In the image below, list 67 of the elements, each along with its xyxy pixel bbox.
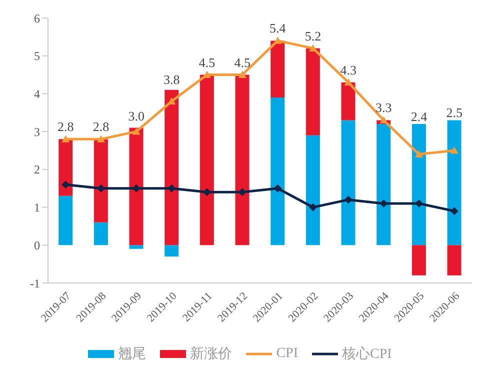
point [415, 150, 423, 158]
point [274, 184, 282, 192]
point [168, 184, 176, 192]
data-label: 2.8 [58, 119, 74, 134]
y-tick-label: 3 [34, 124, 40, 139]
y-tick-label: 2 [34, 162, 40, 177]
y-tick-label: 5 [34, 49, 40, 64]
point [450, 146, 458, 154]
data-label: 4.5 [198, 54, 216, 70]
point [344, 78, 352, 86]
bar [94, 139, 108, 222]
bar [58, 139, 73, 196]
bar [200, 74, 214, 246]
data-label: 3.0 [128, 108, 144, 124]
bar [341, 120, 356, 246]
bar [447, 245, 462, 276]
bar [164, 90, 179, 246]
bar [94, 222, 108, 246]
point [450, 207, 458, 216]
point [97, 184, 105, 192]
y-tick-label: 4 [34, 86, 40, 101]
y-tick-label: 1 [34, 200, 40, 215]
y-tick-label: 6 [34, 11, 40, 26]
point [309, 203, 317, 212]
bar [376, 124, 391, 246]
data-label: 4.5 [234, 54, 250, 70]
point [203, 188, 211, 196]
point [274, 36, 282, 44]
bar [270, 98, 285, 246]
bar [341, 82, 356, 120]
bar [129, 245, 144, 249]
bar [129, 128, 144, 246]
point [238, 188, 246, 196]
data-label: 3.3 [376, 100, 392, 116]
bar [235, 74, 250, 246]
bar [58, 196, 73, 246]
data-label: 4.3 [340, 62, 356, 78]
bar [306, 48, 320, 136]
bar [270, 40, 285, 98]
data-label: 2.4 [410, 108, 428, 124]
bar [447, 120, 462, 246]
bar [412, 245, 426, 276]
point [168, 97, 176, 104]
bar [412, 124, 426, 246]
bar [164, 245, 179, 256]
bar [306, 135, 320, 246]
legend-label: CPI [276, 346, 298, 362]
point [97, 135, 105, 142]
data-label: 5.2 [304, 28, 322, 44]
point [238, 70, 246, 78]
data-label: 2.5 [446, 105, 462, 120]
y-tick-label: 0 [34, 238, 40, 252]
data-label: 3.8 [164, 72, 180, 87]
point [132, 184, 140, 192]
point [380, 116, 388, 124]
point [344, 196, 352, 204]
legend-label: 翘尾 [118, 346, 146, 363]
y-tick-label: -1 [30, 276, 40, 290]
point [309, 44, 317, 52]
point [132, 128, 140, 135]
data-label: 2.8 [92, 119, 110, 134]
data-label: 5.4 [270, 20, 286, 36]
point [62, 135, 70, 142]
point [62, 180, 70, 189]
legend-label: 核心CPI [342, 345, 392, 363]
point [415, 200, 423, 208]
legend-label: 新涨价 [190, 345, 232, 363]
